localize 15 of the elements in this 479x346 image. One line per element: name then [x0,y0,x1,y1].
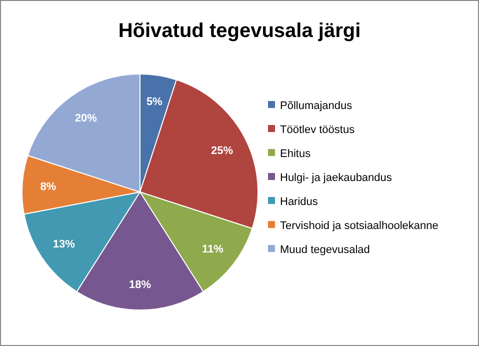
legend-label: Haridus [280,196,318,208]
data-label: 20% [74,112,98,124]
data-label: 5% [146,96,163,108]
legend-label: Ehitus [280,148,312,160]
legend-label: Töötlev tööstus [280,124,356,136]
data-label: 11% [202,243,224,256]
data-label: 13% [52,238,76,251]
data-label: 8% [40,181,56,194]
legend-label: Tervishoid ja sotsiaalhoolekanne [280,220,438,232]
legend-label: Põllumajandus [280,100,353,112]
data-label: 25% [210,145,234,158]
legend-label: Hulgi- ja jaekaubandus [280,172,392,184]
data-label: 18% [128,278,152,291]
legend-label: Muud tegevusalad [280,244,370,256]
chart-title: Hõivatud tegevusala järgi [118,20,361,42]
